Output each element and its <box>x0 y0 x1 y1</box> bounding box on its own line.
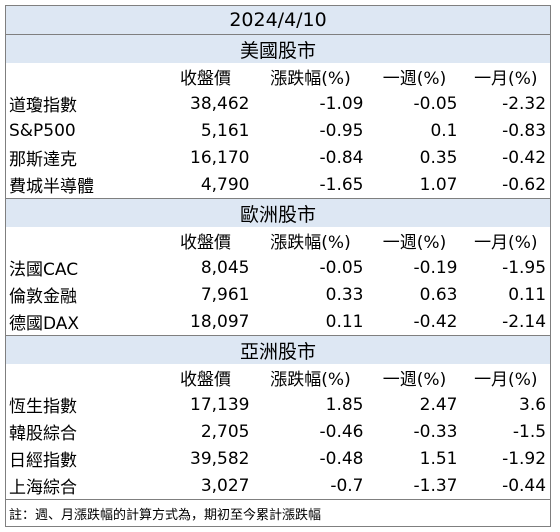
column-header: 收盤價 <box>180 370 231 390</box>
daily-change: 0.11 <box>325 311 364 332</box>
daily-change: -0.46 <box>319 421 364 442</box>
index-name: 那斯達克 <box>9 150 77 170</box>
header-blank <box>6 227 158 254</box>
date-title: 2024/4/10 <box>5 5 551 35</box>
week-change: 0.63 <box>419 284 458 305</box>
index-name: 日經指數 <box>9 451 77 471</box>
column-header-row: 收盤價 漲跌幅(%) 一週(%) 一月(%) <box>6 227 551 254</box>
column-header: 漲跌幅(%) <box>270 370 351 390</box>
table-row: 恆生指數 17,139 1.85 2.47 3.6 <box>6 391 551 418</box>
index-name: 道瓊指數 <box>9 96 77 116</box>
table-row: 上海綜合 3,027 -0.7 -1.37 -0.44 <box>6 472 551 500</box>
close-price: 2,705 <box>200 421 250 442</box>
footnote: 註：週、月漲跌幅的計算方式為，期初至今累計漲跌幅 <box>5 499 551 527</box>
close-price: 38,462 <box>190 93 250 114</box>
daily-change: -0.84 <box>319 147 364 168</box>
close-price: 39,582 <box>190 448 250 469</box>
month-change: -0.62 <box>502 174 547 195</box>
month-change: -2.32 <box>502 93 547 114</box>
column-header: 漲跌幅(%) <box>270 69 351 89</box>
month-change: -2.14 <box>502 311 547 332</box>
week-change: -0.33 <box>413 421 458 442</box>
index-name: 德國DAX <box>9 314 80 334</box>
column-header-row: 收盤價 漲跌幅(%) 一週(%) 一月(%) <box>6 63 551 90</box>
week-change: 1.07 <box>419 174 458 195</box>
column-header: 一月(%) <box>474 370 538 390</box>
week-change: -1.37 <box>413 475 458 496</box>
daily-change: -1.09 <box>319 93 364 114</box>
region-title: 亞洲股市 <box>5 335 551 364</box>
month-change: -0.83 <box>502 120 547 141</box>
month-change: -1.5 <box>512 421 547 442</box>
table-row: 倫敦金融 7,961 0.33 0.63 0.11 <box>6 281 551 308</box>
header-blank <box>6 63 158 90</box>
index-name: 恆生指數 <box>9 397 77 417</box>
table-row: 日經指數 39,582 -0.48 1.51 -1.92 <box>6 445 551 472</box>
index-name: 韓股綜合 <box>9 424 77 444</box>
daily-change: -0.7 <box>330 475 364 496</box>
column-header: 一週(%) <box>382 370 447 390</box>
close-price: 18,097 <box>190 311 250 332</box>
table-row: 費城半導體 4,790 -1.65 1.07 -0.62 <box>6 171 551 199</box>
column-header: 一月(%) <box>474 233 538 253</box>
month-change: -0.44 <box>502 475 547 496</box>
column-header: 收盤價 <box>180 233 231 253</box>
region-title: 美國股市 <box>5 34 551 63</box>
month-change: 0.11 <box>508 284 547 305</box>
column-header: 一月(%) <box>474 69 538 89</box>
index-name: 倫敦金融 <box>9 287 77 307</box>
index-name: S&P500 <box>9 120 76 141</box>
region-header-row: 歐洲股市 <box>5 198 551 227</box>
close-price: 7,961 <box>200 284 250 305</box>
close-price: 8,045 <box>200 257 250 278</box>
table-row: 那斯達克 16,170 -0.84 0.35 -0.42 <box>6 144 551 171</box>
week-change: -0.42 <box>413 311 458 332</box>
date-row: 2024/4/10 <box>5 5 551 35</box>
index-name: 上海綜合 <box>9 478 77 498</box>
table-row: 法國CAC 8,045 -0.05 -0.19 -1.95 <box>6 254 551 281</box>
month-change: -1.95 <box>502 257 547 278</box>
close-price: 4,790 <box>200 174 250 195</box>
close-price: 5,161 <box>200 120 250 141</box>
region-header-row: 美國股市 <box>5 34 551 63</box>
daily-change: -0.48 <box>319 448 364 469</box>
daily-change: -0.95 <box>319 120 364 141</box>
column-header: 一週(%) <box>382 233 447 253</box>
table-row: 韓股綜合 2,705 -0.46 -0.33 -1.5 <box>6 418 551 445</box>
daily-change: 1.85 <box>325 394 364 415</box>
week-change: -0.05 <box>413 93 458 114</box>
column-header: 一週(%) <box>382 69 447 89</box>
column-header-row: 收盤價 漲跌幅(%) 一週(%) 一月(%) <box>6 364 551 391</box>
region-header-row: 亞洲股市 <box>5 335 551 364</box>
market-table-container: 2024/4/10 美國股市 收盤價 漲跌幅(%) 一週(%) 一月(%) 道瓊指數 38,… <box>5 5 552 527</box>
week-change: -0.19 <box>413 257 458 278</box>
market-table-body: 2024/4/10 美國股市 收盤價 漲跌幅(%) 一週(%) 一月(%) 道瓊指數 38,… <box>5 5 551 527</box>
table-row: 德國DAX 18,097 0.11 -0.42 -2.14 <box>6 308 551 336</box>
close-price: 16,170 <box>190 147 250 168</box>
daily-change: -1.65 <box>319 174 364 195</box>
column-header: 收盤價 <box>180 69 231 89</box>
footnote-row: 註：週、月漲跌幅的計算方式為，期初至今累計漲跌幅 <box>5 499 551 527</box>
week-change: 1.51 <box>419 448 458 469</box>
daily-change: -0.05 <box>319 257 364 278</box>
month-change: 3.6 <box>519 394 547 415</box>
week-change: 0.1 <box>430 120 458 141</box>
market-table: 2024/4/10 美國股市 收盤價 漲跌幅(%) 一週(%) 一月(%) 道瓊指數 38,… <box>5 5 552 527</box>
table-row: 道瓊指數 38,462 -1.09 -0.05 -2.32 <box>6 90 551 117</box>
header-blank <box>6 364 158 391</box>
region-title: 歐洲股市 <box>5 198 551 227</box>
week-change: 0.35 <box>419 147 458 168</box>
daily-change: 0.33 <box>325 284 364 305</box>
close-price: 17,139 <box>190 394 250 415</box>
month-change: -0.42 <box>502 147 547 168</box>
column-header: 漲跌幅(%) <box>270 233 351 253</box>
index-name: 法國CAC <box>9 260 79 280</box>
close-price: 3,027 <box>200 475 250 496</box>
month-change: -1.92 <box>502 448 547 469</box>
week-change: 2.47 <box>419 394 458 415</box>
index-name: 費城半導體 <box>9 177 94 197</box>
table-row: S&P500 5,161 -0.95 0.1 -0.83 <box>6 117 551 144</box>
